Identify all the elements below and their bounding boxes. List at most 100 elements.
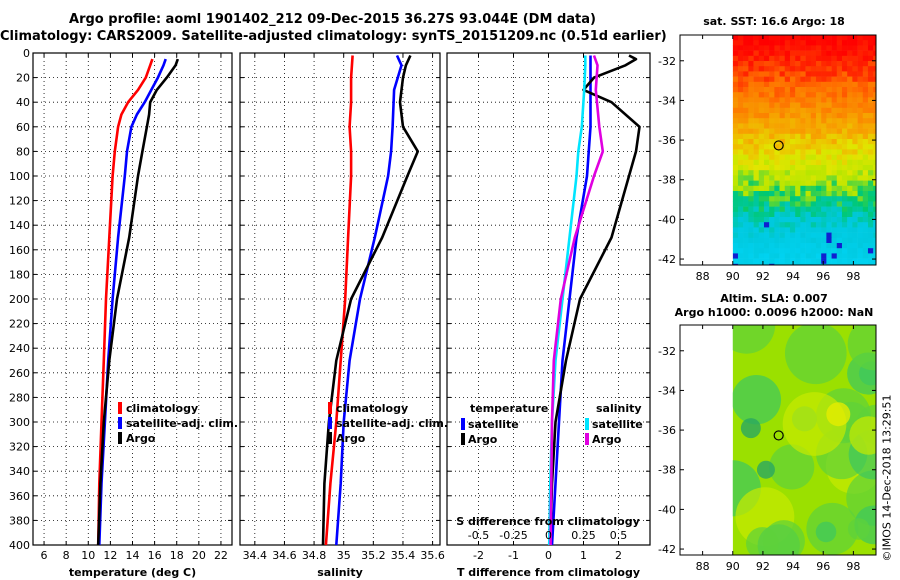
sst-cell <box>784 248 791 254</box>
sst-cell <box>821 71 827 77</box>
float-position-marker <box>773 140 784 151</box>
sst-cell <box>815 243 822 249</box>
sst-cell <box>779 253 786 259</box>
sst-cell <box>789 170 796 176</box>
sst-cell <box>784 87 791 93</box>
sst-cell <box>779 139 786 145</box>
legend-label: climatology <box>336 402 408 415</box>
sst-cell <box>748 81 754 88</box>
series-line-satellite-adj-clim- <box>98 58 167 546</box>
sst-cell <box>743 66 749 72</box>
sst-cell <box>831 40 838 46</box>
sst-cell <box>763 133 770 140</box>
map-x-tick-label: 98 <box>846 270 860 283</box>
sst-cell <box>815 87 822 93</box>
sst-cell <box>763 76 770 83</box>
sst-cell <box>821 118 827 124</box>
sst-cell <box>732 35 739 41</box>
sst-cell <box>805 71 812 77</box>
y-tick-label: 380 <box>9 514 30 527</box>
sst-cell <box>852 97 858 103</box>
sla-eddy <box>826 402 851 427</box>
map-y-tick-label: -32 <box>658 55 676 68</box>
sst-cell <box>867 165 874 171</box>
sst-cell <box>831 258 838 265</box>
sst-cell <box>841 206 848 213</box>
sst-cell <box>784 201 791 207</box>
sst-cell <box>826 217 832 223</box>
sst-cell <box>763 45 770 51</box>
temperature-panel: 6 8 10 12 14 16 18 20 22 temperature (deg C) 0 20 40… <box>9 47 238 579</box>
sst-cell <box>800 165 806 171</box>
sst-cell <box>841 45 848 51</box>
sst-cell <box>737 102 744 109</box>
sst-cell <box>800 76 806 83</box>
sst-cell <box>862 243 869 249</box>
sst-cell <box>732 232 739 239</box>
sst-cell <box>857 185 864 192</box>
sst-cell <box>795 232 801 239</box>
sst-cell <box>847 76 853 83</box>
sst-cell <box>769 211 775 218</box>
sst-cell <box>748 133 754 140</box>
sst-cell <box>821 185 827 192</box>
sst-cell <box>784 154 791 161</box>
sst-cell <box>862 61 869 67</box>
sst-cell <box>873 258 876 265</box>
sst-cell <box>836 118 843 124</box>
sst-cell <box>805 206 812 213</box>
sst-cell <box>857 118 864 124</box>
sst-cell <box>743 92 749 98</box>
sst-cell <box>836 40 843 46</box>
sst-cell <box>763 206 770 213</box>
sst-cell <box>795 71 801 77</box>
sst-cell <box>867 118 874 124</box>
sst-cell <box>795 35 801 41</box>
sst-cell <box>789 217 796 223</box>
sst-cell <box>800 118 806 124</box>
sst-cell <box>758 128 765 135</box>
sst-cell <box>867 76 874 83</box>
sst-cell <box>810 211 817 218</box>
sst-cell <box>862 66 869 72</box>
sst-cell <box>737 159 744 166</box>
sst-cell <box>737 50 744 57</box>
map-y-tick-label: -34 <box>658 94 676 107</box>
sst-cell <box>852 71 858 77</box>
sst-cell <box>748 107 754 114</box>
sst-cell <box>805 227 812 233</box>
sst-cell <box>815 185 822 192</box>
sst-cell <box>862 217 869 223</box>
sst-cell <box>852 61 858 67</box>
float-position-marker <box>773 430 784 441</box>
sst-cell <box>836 201 843 207</box>
sst-cell <box>753 45 760 51</box>
sst-cell <box>836 175 843 181</box>
sst-cell <box>800 237 806 244</box>
sst-cell <box>815 170 822 176</box>
sst-cell <box>779 97 786 103</box>
sst-cell <box>873 201 876 207</box>
sst-cell <box>867 206 874 213</box>
sst-cell <box>862 175 869 181</box>
sst-cell <box>810 196 817 202</box>
sst-cell <box>873 128 876 135</box>
sst-cell <box>867 227 874 233</box>
sst-cell <box>847 139 853 145</box>
sst-cell <box>769 139 775 145</box>
sst-cell <box>774 227 780 233</box>
sst-cell <box>831 123 838 129</box>
sst-cell <box>847 61 853 67</box>
sst-cell <box>836 206 843 213</box>
sst-cell <box>769 97 775 103</box>
sst-cell <box>769 61 775 67</box>
sst-cell <box>732 154 739 161</box>
sst-cell <box>774 139 780 145</box>
sst-cell <box>805 149 812 155</box>
sst-cell <box>821 139 827 145</box>
sst-cell <box>873 61 876 67</box>
map-x-tick-label: 92 <box>756 270 770 283</box>
sst-cell <box>758 55 765 62</box>
sst-cell <box>805 87 812 93</box>
sst-cell <box>805 123 812 129</box>
